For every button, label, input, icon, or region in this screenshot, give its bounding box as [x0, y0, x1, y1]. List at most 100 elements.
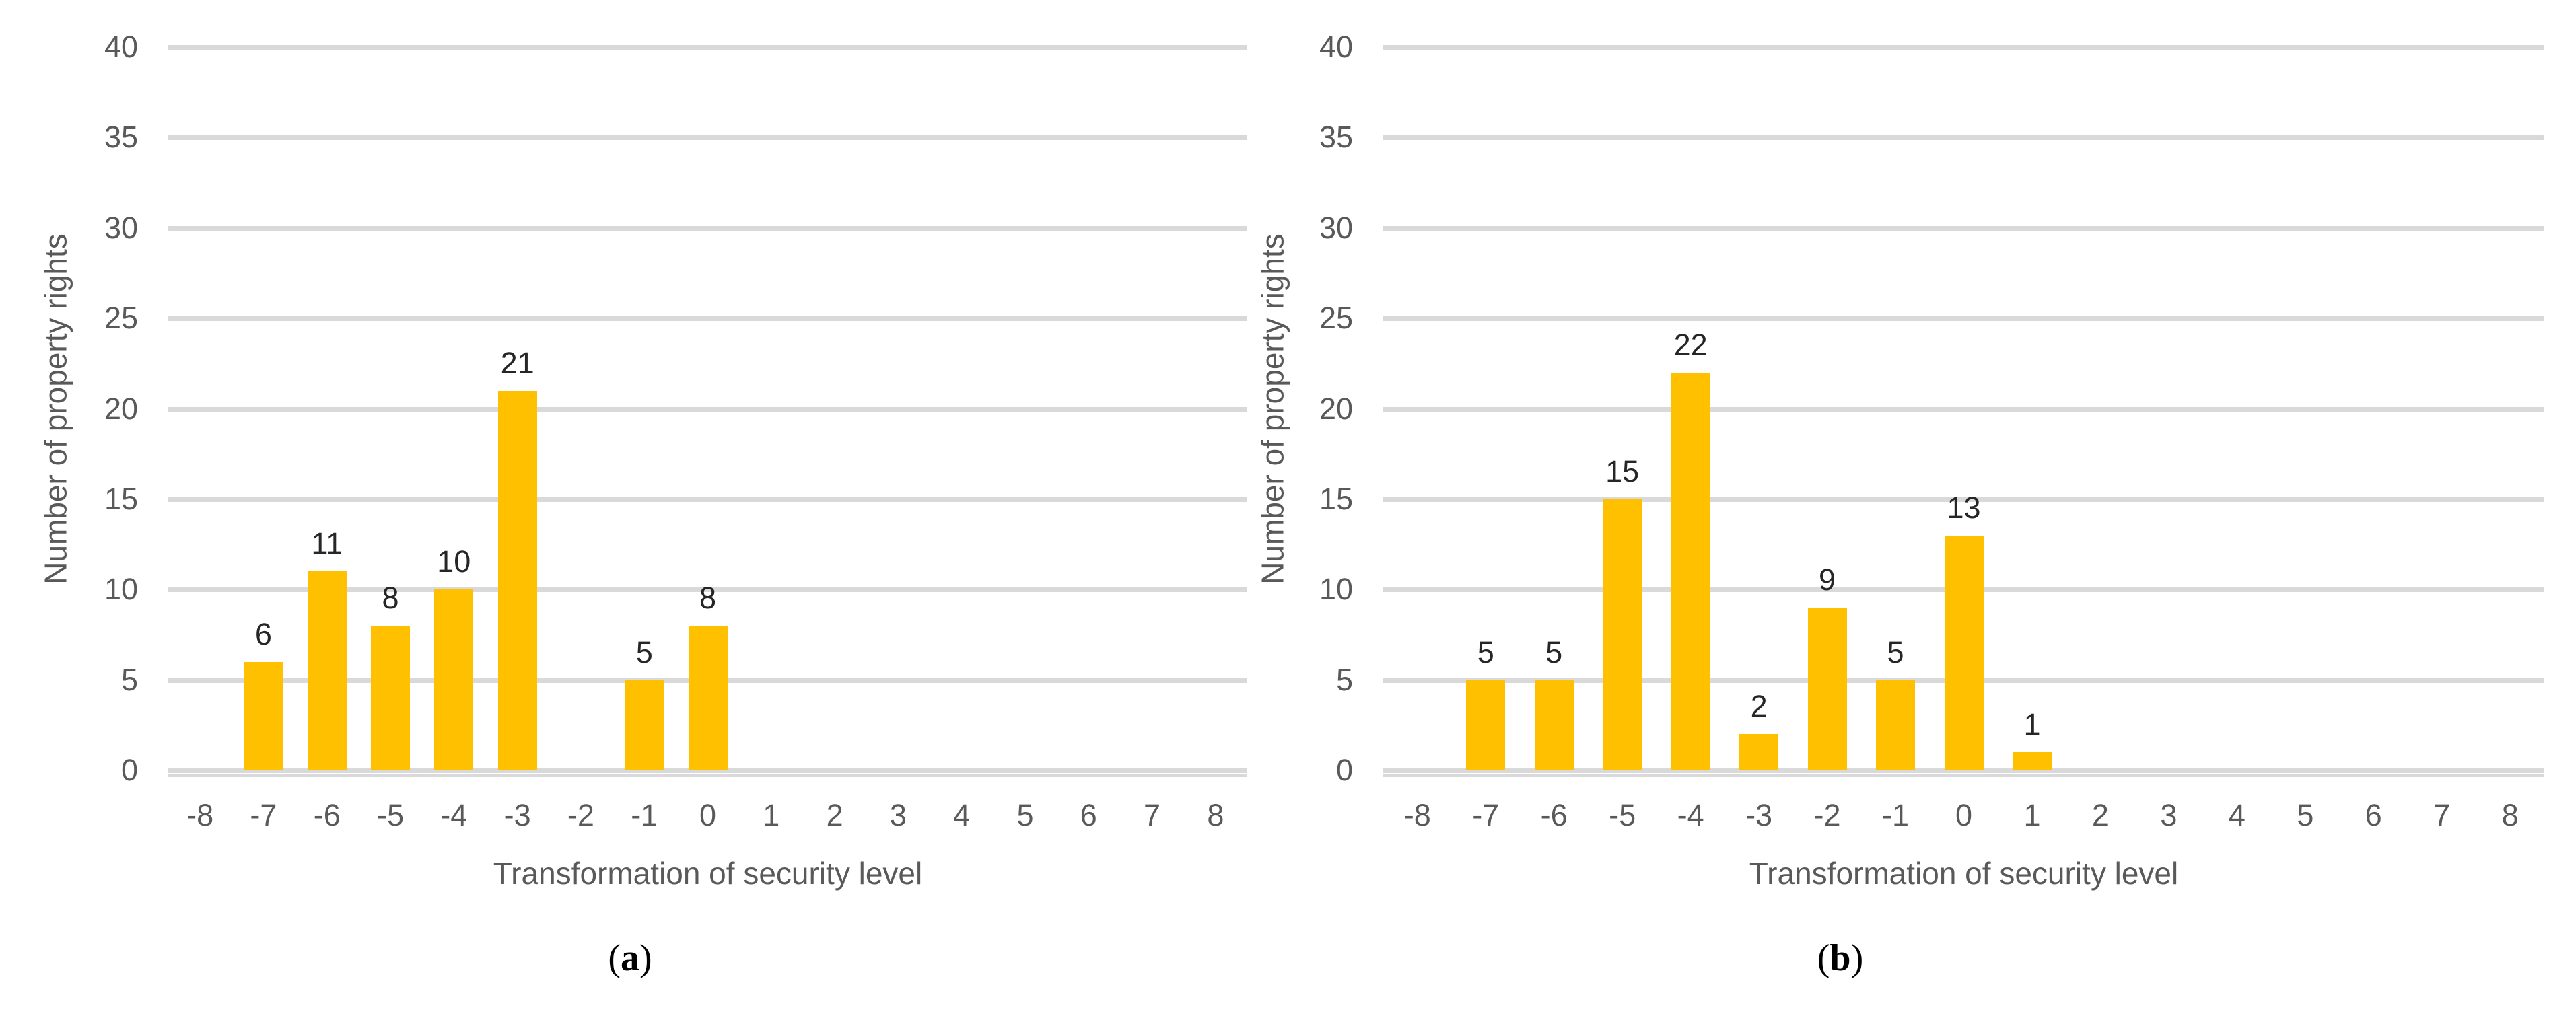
bar-data-label: 8	[382, 581, 399, 615]
y-tick-label: 40	[1319, 30, 1353, 64]
y-gridline	[1383, 45, 2544, 50]
bar	[371, 626, 411, 770]
x-tick-label: -3	[503, 798, 531, 832]
bar	[1466, 680, 1506, 770]
bar-data-label: 9	[1819, 562, 1836, 597]
x-axis-title: Transformation of security level	[1749, 856, 2179, 891]
y-gridline	[1383, 768, 2544, 773]
y-tick-label: 20	[104, 391, 138, 426]
bar	[307, 571, 347, 770]
y-tick-label: 20	[1319, 391, 1353, 426]
x-tick-label: 8	[2501, 798, 2519, 832]
x-tick-label: -6	[313, 798, 341, 832]
y-gridline	[168, 45, 1247, 50]
x-tick-label: 5	[2297, 798, 2314, 832]
bar	[1671, 372, 1710, 770]
x-tick-label: 6	[1080, 798, 1097, 832]
bar-data-label: 11	[311, 526, 343, 561]
bar	[688, 626, 728, 770]
bar	[2012, 752, 2052, 770]
y-tick-label: 15	[104, 481, 138, 516]
bar-data-label: 5	[1887, 634, 1904, 669]
y-gridline	[1383, 316, 2544, 322]
x-tick-label: -8	[186, 798, 214, 832]
x-tick-label: 1	[763, 798, 780, 832]
y-gridline	[1383, 225, 2544, 231]
x-tick-label: 4	[953, 798, 971, 832]
x-tick-label: 3	[889, 798, 907, 832]
x-tick-label: -3	[1745, 798, 1773, 832]
x-tick-label: 2	[2091, 798, 2109, 832]
x-tick-label: 6	[2365, 798, 2382, 832]
bar	[1876, 680, 1916, 770]
x-tick-label: -7	[250, 798, 277, 832]
x-tick-label: 7	[1144, 798, 1161, 832]
y-gridline	[168, 768, 1247, 773]
x-tick-label: 2	[826, 798, 843, 832]
y-gridline	[168, 587, 1247, 593]
y-tick-label: 15	[1319, 481, 1353, 516]
caption-letter: a	[621, 937, 639, 979]
y-gridline	[1383, 406, 2544, 412]
x-tick-label: 1	[2023, 798, 2041, 832]
bar-data-label: 1	[2023, 707, 2041, 742]
x-axis-line	[1383, 774, 2544, 777]
x-tick-label: -1	[631, 798, 658, 832]
bar-data-label: 5	[1545, 634, 1563, 669]
y-gridline	[1383, 135, 2544, 141]
x-tick-label: -8	[1403, 798, 1431, 832]
x-tick-label: 8	[1207, 798, 1224, 832]
y-gridline	[168, 497, 1247, 502]
y-tick-label: 5	[120, 662, 138, 697]
x-tick-label: -4	[440, 798, 468, 832]
x-tick-label: -2	[567, 798, 594, 832]
x-axis-line	[168, 774, 1247, 777]
y-tick-label: 5	[1335, 662, 1353, 697]
x-tick-label: 3	[2160, 798, 2178, 832]
y-tick-label: 10	[104, 572, 138, 607]
bar-data-label: 22	[1673, 327, 1708, 362]
y-tick-label: 25	[1319, 301, 1353, 336]
bar-data-label: 21	[500, 345, 534, 380]
x-tick-label: -6	[1540, 798, 1568, 832]
subfigure-caption-b: (b)	[1817, 937, 1864, 979]
bar-data-label: 13	[1947, 490, 1981, 525]
x-tick-label: 4	[2228, 798, 2246, 832]
bar	[1534, 680, 1574, 770]
y-gridline	[168, 225, 1247, 231]
y-tick-label: 25	[104, 301, 138, 336]
bar-data-label: 5	[635, 634, 653, 669]
caption-letter: b	[1830, 937, 1851, 979]
y-gridline	[168, 316, 1247, 322]
y-tick-label: 30	[104, 210, 138, 245]
x-tick-label: -5	[377, 798, 405, 832]
x-tick-label: 0	[699, 798, 717, 832]
bar	[1807, 608, 1847, 770]
bar	[244, 661, 283, 770]
x-tick-label: 0	[1955, 798, 1973, 832]
x-tick-label: -1	[1882, 798, 1910, 832]
y-tick-label: 35	[104, 120, 138, 155]
x-tick-label: 5	[1016, 798, 1034, 832]
bar-data-label: 6	[254, 616, 272, 651]
bar	[497, 390, 537, 770]
x-tick-label: -5	[1609, 798, 1636, 832]
bar	[434, 589, 474, 770]
bar-data-label: 5	[1477, 634, 1494, 669]
bar-data-label: 8	[699, 581, 717, 615]
y-gridline	[168, 135, 1247, 141]
y-tick-label: 30	[1319, 210, 1353, 245]
x-tick-label: -7	[1472, 798, 1500, 832]
bar	[1739, 734, 1779, 770]
x-tick-label: -4	[1677, 798, 1704, 832]
y-gridline	[168, 406, 1247, 412]
bar	[1603, 499, 1642, 770]
y-tick-label: 40	[104, 30, 138, 64]
x-tick-label: -2	[1813, 798, 1841, 832]
x-tick-label: 7	[2433, 798, 2451, 832]
bar-data-label: 2	[1750, 689, 1768, 724]
bar	[625, 680, 664, 770]
